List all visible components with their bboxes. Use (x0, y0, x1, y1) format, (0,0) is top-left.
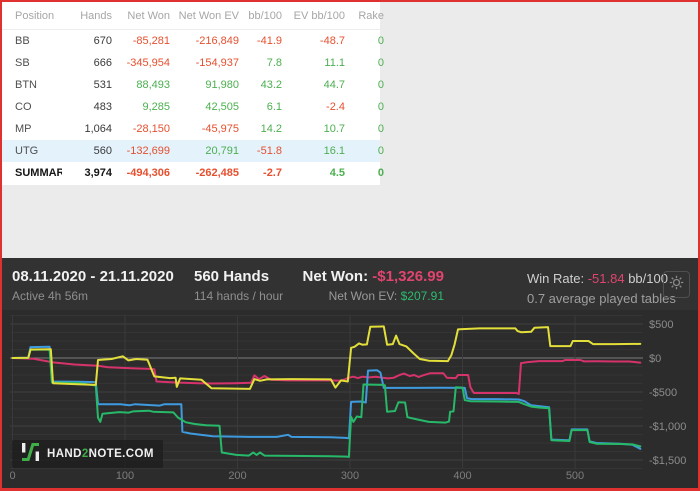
date-range: 08.11.2020 - 21.11.2020 (12, 268, 174, 285)
net-won-cell: -494,306 (126, 167, 170, 179)
bb100-cell: -2.7 (263, 167, 282, 179)
table-row[interactable]: SB 666 -345,954 -154,937 7.8 11.1 0 (2, 52, 384, 74)
svg-text:-$1,000: -$1,000 (649, 421, 686, 433)
position-cell: MP (15, 123, 32, 135)
bb100-cell: 6.1 (266, 101, 282, 113)
bb100-cell: 14.2 (260, 123, 282, 135)
avg-tables: 0.7 average played tables (527, 291, 676, 306)
net-won-ev-cell: 91,980 (205, 79, 239, 91)
net-won-ev-cell: -216,849 (195, 35, 239, 47)
net-won-cell: -345,954 (126, 57, 170, 69)
net-won-cell: 88,493 (136, 79, 170, 91)
net-won-ev-cell: -154,937 (195, 57, 239, 69)
position-cell: CO (15, 101, 32, 113)
net-won-value: -$1,326.99 (372, 268, 444, 285)
net-won-cell: -132,699 (126, 145, 170, 157)
net-won-ev-cell: -45,975 (201, 123, 239, 135)
session-graph-panel: 08.11.2020 - 21.11.2020 Active 4h 56m 56… (2, 258, 698, 489)
graph-settings-button[interactable] (663, 271, 690, 298)
watermark-text: HAND (47, 448, 82, 460)
net-won-label: Net Won: (302, 268, 369, 285)
col-header-net-won[interactable]: Net Won (127, 9, 170, 22)
table-row-selected[interactable]: UTG 560 -132,699 20,791 -51.8 16.1 0 (2, 140, 384, 162)
ev-bb100-cell: -2.4 (326, 101, 345, 113)
position-cell: BTN (15, 79, 37, 91)
position-cell: SUMMARY (15, 167, 62, 179)
position-cell: SB (15, 57, 30, 69)
hands-cell: 483 (93, 101, 112, 113)
position-cell: BB (15, 35, 30, 47)
hand2note-logo-icon (21, 441, 40, 468)
active-time: Active 4h 56m (12, 289, 89, 303)
win-rate-unit: bb/100 (628, 271, 668, 286)
hand2note-watermark: HAND2NOTE.COM (12, 440, 163, 468)
net-won-cell: -85,281 (132, 35, 170, 47)
gear-icon (669, 275, 684, 295)
ev-bb100-cell: -48.7 (319, 35, 345, 47)
net-won-cell: -28,150 (132, 123, 170, 135)
bb100-cell: -51.8 (256, 145, 282, 157)
col-header-rake[interactable]: Rake (358, 9, 384, 22)
rake-cell: 0 (377, 101, 384, 113)
hands-cell: 1,064 (84, 123, 112, 135)
rake-cell: 0 (377, 79, 384, 91)
col-header-position[interactable]: Position (15, 9, 55, 22)
bb100-cell: 7.8 (266, 57, 282, 69)
win-rate-value: -51.84 (587, 271, 625, 286)
ev-bb100-cell: 10.7 (323, 123, 345, 135)
col-header-ev-bb100[interactable]: EV bb/100 (293, 9, 345, 22)
rake-cell: 0 (377, 123, 384, 135)
rake-cell: 0 (377, 57, 384, 69)
table-row[interactable]: BB 670 -85,281 -216,849 -41.9 -48.7 0 (2, 30, 384, 52)
positions-table: Position Hands Net Won Net Won EV bb/100… (2, 2, 384, 185)
col-header-bb100[interactable]: bb/100 (248, 9, 282, 22)
col-header-net-won-ev[interactable]: Net Won EV (178, 9, 239, 22)
hands-count: 560 Hands (194, 268, 270, 285)
position-cell: UTG (15, 145, 39, 157)
svg-text:-$1,500: -$1,500 (649, 455, 686, 467)
svg-text:400: 400 (453, 470, 471, 482)
hands-cell: 670 (93, 35, 112, 47)
svg-text:-$500: -$500 (649, 387, 677, 399)
watermark-text2: NOTE.COM (88, 448, 154, 460)
col-header-hands[interactable]: Hands (80, 9, 112, 22)
net-won-ev-label: Net Won EV: (328, 289, 398, 303)
svg-text:100: 100 (116, 470, 134, 482)
win-rate-label: Win Rate: (527, 271, 585, 286)
hands-cell: 666 (93, 57, 112, 69)
table-row[interactable]: MP 1,064 -28,150 -45,975 14.2 10.7 0 (2, 118, 384, 140)
net-won-ev-cell: -262,485 (195, 167, 239, 179)
svg-text:200: 200 (228, 470, 246, 482)
hands-cell: 531 (93, 79, 112, 91)
svg-text:500: 500 (566, 470, 584, 482)
rake-cell: 0 (377, 35, 384, 47)
net-won-ev-value: $207.91 (400, 289, 444, 303)
hands-cell: 3,974 (84, 167, 112, 179)
table-row[interactable]: BTN 531 88,493 91,980 43.2 44.7 0 (2, 74, 384, 96)
rake-cell: 0 (377, 167, 384, 179)
ev-bb100-cell: 4.5 (329, 167, 345, 179)
net-won-ev-cell: 20,791 (205, 145, 239, 157)
svg-text:300: 300 (341, 470, 359, 482)
table-row[interactable]: CO 483 9,285 42,505 6.1 -2.4 0 (2, 96, 384, 118)
watermark-text-accent: 2 (81, 448, 89, 460)
net-won-cell: 9,285 (142, 101, 170, 113)
ev-bb100-cell: 16.1 (323, 145, 345, 157)
svg-text:0: 0 (9, 470, 15, 482)
table-header-row: Position Hands Net Won Net Won EV bb/100… (2, 2, 384, 30)
svg-text:$0: $0 (649, 353, 661, 365)
net-won-ev-cell: 42,505 (205, 101, 239, 113)
hands-per-hour: 114 hands / hour (194, 289, 284, 303)
table-row-summary[interactable]: SUMMARY 3,974 -494,306 -262,485 -2.7 4.5… (2, 162, 384, 184)
bb100-cell: -41.9 (256, 35, 282, 47)
svg-text:$500: $500 (649, 319, 673, 331)
ev-bb100-cell: 44.7 (323, 79, 345, 91)
rake-cell: 0 (377, 145, 384, 157)
bb100-cell: 43.2 (260, 79, 282, 91)
winnings-line-chart: 0 100 200 300 400 500 $500 $0 -$500 -$1,000 -$1,50… (9, 315, 686, 482)
hands-cell: 560 (93, 145, 112, 157)
ev-bb100-cell: 11.1 (324, 57, 345, 69)
